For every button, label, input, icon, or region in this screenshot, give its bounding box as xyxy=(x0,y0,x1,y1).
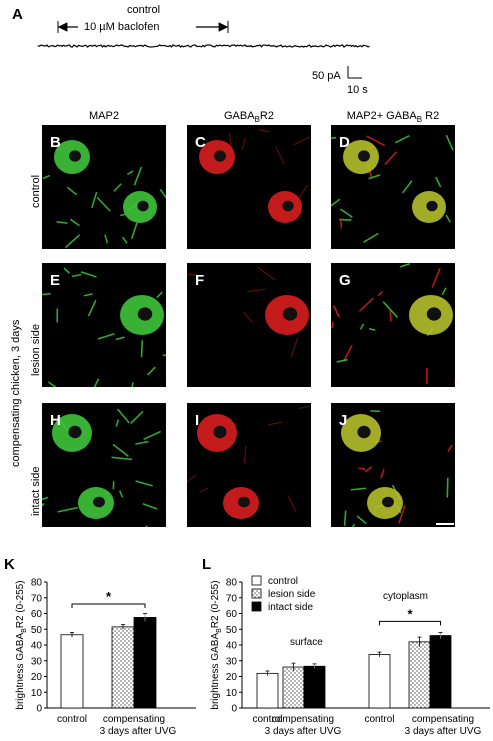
l-group-2: control xyxy=(364,714,394,725)
scale-bar xyxy=(436,523,454,525)
col-title-gabab: GABABR2 xyxy=(224,110,274,125)
panel-letter-c: C xyxy=(195,134,206,151)
l-ytick-60: 60 xyxy=(226,609,238,620)
l-ytick-20: 20 xyxy=(226,672,238,683)
l-bar-3 xyxy=(368,654,391,709)
l-ytick-30: 30 xyxy=(226,656,238,667)
k-bar-0 xyxy=(60,634,84,709)
k-ytick-80: 80 xyxy=(31,578,43,589)
current-trace xyxy=(37,21,370,79)
k-significance: * xyxy=(106,589,112,604)
l-group-sub-1: 3 days after UVG xyxy=(405,726,482,737)
panel-label-a: A xyxy=(12,6,23,23)
micrograph-lesion-merge: G xyxy=(331,263,455,387)
l-ytick-10: 10 xyxy=(226,688,238,699)
micrograph-control-gabab: C xyxy=(187,125,311,249)
scale-current: 50 pA xyxy=(312,70,341,82)
l-significance: * xyxy=(407,606,413,621)
l-ytick-40: 40 xyxy=(226,641,238,652)
micrograph-intact-gabab: I xyxy=(187,403,311,527)
panel-letter-g: G xyxy=(339,272,351,289)
panel-letter-d: D xyxy=(339,134,350,151)
panel-letter-f: F xyxy=(195,272,205,289)
l-bar-1 xyxy=(282,666,305,709)
col-title-map2: MAP2 xyxy=(89,110,119,122)
l-legend-swatch-2 xyxy=(251,601,262,612)
k-ytick-20: 20 xyxy=(31,672,43,683)
panel-letter-i: I xyxy=(195,412,200,429)
micrograph-lesion-map2: E xyxy=(42,263,166,387)
k-bar-2 xyxy=(133,617,157,709)
panel-letter-j: J xyxy=(339,412,348,429)
l-region-surface: surface xyxy=(290,637,323,648)
panel-letter-e: E xyxy=(50,272,61,289)
k-ytick-0: 0 xyxy=(36,704,42,715)
k-ytick-30: 30 xyxy=(31,656,43,667)
drug-label: 10 µM baclofen xyxy=(84,21,160,33)
l-ytick-70: 70 xyxy=(226,593,238,604)
l-ylabel: brightness GABABR2 (0-255) xyxy=(210,580,223,709)
k-ytick-40: 40 xyxy=(31,641,43,652)
l-region-cytoplasm: cytoplasm xyxy=(383,591,428,602)
k-ytick-50: 50 xyxy=(31,625,43,636)
micrograph-intact-map2: H xyxy=(42,403,166,527)
trace-title: control xyxy=(127,4,161,16)
row-label-lesion: lesion side xyxy=(30,324,42,376)
micrograph-intact-merge: J xyxy=(331,403,455,527)
scale-time: 10 s xyxy=(347,84,368,96)
l-ytick-0: 0 xyxy=(231,704,237,715)
l-legend-label-2: intact side xyxy=(268,602,313,613)
l-legend-swatch-0 xyxy=(251,575,262,586)
k-bar-1 xyxy=(111,626,135,709)
row-label-control: control xyxy=(30,174,42,208)
l-bar-2 xyxy=(303,665,326,709)
l-legend-swatch-1 xyxy=(251,588,262,599)
l-ytick-80: 80 xyxy=(226,578,238,589)
k-group-sub: 3 days after UVG xyxy=(100,726,177,737)
panel-letter-h: H xyxy=(50,412,61,429)
l-group-1: compensating xyxy=(272,714,334,725)
micrograph-lesion-gabab: F xyxy=(187,263,311,387)
l-bar-0 xyxy=(256,672,279,709)
micrograph-control-merge: D xyxy=(331,125,455,249)
micrograph-control-map2: B xyxy=(42,125,166,249)
l-legend-label-1: lesion side xyxy=(268,589,316,600)
panel-label-l: L xyxy=(202,556,212,573)
k-bracket xyxy=(71,603,146,609)
k-group-compensating: compensating xyxy=(103,714,165,725)
row-label-group: compensating chicken, 3 days xyxy=(10,319,22,467)
l-ytick-50: 50 xyxy=(226,625,238,636)
panel-letter-b: B xyxy=(50,134,61,151)
col-title-merge: MAP2+ GABAB R2 xyxy=(346,110,440,125)
row-label-intact: intact side xyxy=(30,466,42,516)
l-group-sub-0: 3 days after UVG xyxy=(265,726,342,737)
l-bracket xyxy=(379,620,441,626)
l-group-0: control xyxy=(252,714,282,725)
l-bar-5 xyxy=(429,635,452,709)
k-ylabel: brightness GABABR2 (0-255) xyxy=(15,580,28,709)
panel-label-k: K xyxy=(4,556,15,573)
k-ytick-10: 10 xyxy=(31,688,43,699)
l-legend-label-0: control xyxy=(268,576,298,587)
k-ytick-70: 70 xyxy=(31,593,43,604)
k-group-control: control xyxy=(57,714,87,725)
k-ytick-60: 60 xyxy=(31,609,43,620)
l-group-3: compensating xyxy=(412,714,474,725)
l-bar-4 xyxy=(408,641,431,709)
